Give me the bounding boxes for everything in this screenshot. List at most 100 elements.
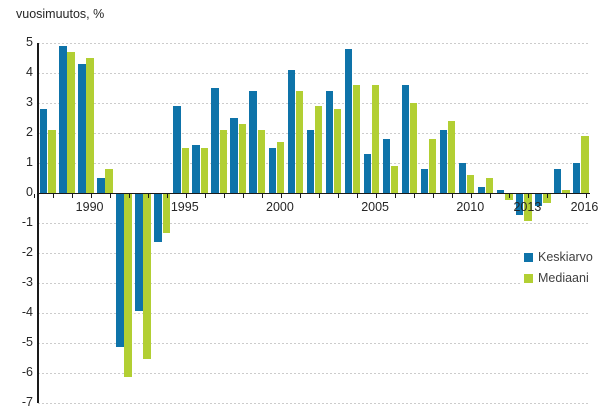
- x-axis-label-2010: 2010: [456, 200, 485, 214]
- bar-keskiarvo-1990: [78, 63, 86, 193]
- legend-item-mediaani: Mediaani: [520, 269, 597, 287]
- bar-mediaani-1994: [162, 194, 170, 233]
- x-axis-tick: [414, 194, 416, 198]
- bar-keskiarvo-2014: [534, 194, 543, 206]
- x-axis-tick: [528, 194, 530, 198]
- bar-mediaani-2006: [390, 165, 399, 193]
- x-axis-tick: [109, 194, 111, 198]
- x-axis-tick: [261, 194, 263, 198]
- bar-keskiarvo-1988: [40, 108, 48, 193]
- bar-mediaani-2000: [276, 141, 285, 193]
- x-axis-tick: [147, 194, 149, 198]
- bar-keskiarvo-1994: [154, 194, 162, 242]
- bar-mediaani-2008: [428, 138, 437, 193]
- bar-mediaani-1996: [200, 147, 208, 193]
- x-axis-tick: [471, 194, 473, 198]
- x-axis-label-2013: 2013: [513, 200, 542, 214]
- bar-mediaani-2016: [581, 135, 589, 193]
- bar-keskiarvo-2009: [439, 129, 448, 193]
- x-axis-tick: [299, 194, 301, 198]
- bar-mediaani-1992: [124, 194, 132, 377]
- bar-keskiarvo-1999: [249, 90, 257, 193]
- bar-mediaani-2007: [409, 102, 418, 193]
- gridline-y-4: [38, 312, 590, 314]
- bar-keskiarvo-1993: [135, 194, 143, 311]
- bar-mediaani-1991: [105, 168, 113, 193]
- bar-keskiarvo-2016: [573, 162, 581, 193]
- bar-keskiarvo-1989: [59, 45, 67, 193]
- bar-keskiarvo-2008: [420, 168, 429, 193]
- bar-keskiarvo-1995: [173, 105, 181, 193]
- y-axis-label: -4: [21, 304, 33, 319]
- x-axis-tick: [433, 194, 435, 198]
- y-axis-label: 5: [26, 34, 33, 49]
- bar-mediaani-2003: [333, 108, 342, 193]
- bar-keskiarvo-2015: [554, 168, 562, 193]
- y-axis-label: 1: [26, 154, 33, 169]
- x-axis-tick: [242, 194, 244, 198]
- y-axis-label: -5: [21, 334, 33, 349]
- bar-keskiarvo-2013: [515, 194, 524, 215]
- bar-keskiarvo-2003: [325, 90, 333, 193]
- bar-mediaani-2011: [486, 177, 494, 193]
- bar-mediaani-2001: [295, 90, 304, 193]
- bar-mediaani-1995: [181, 147, 189, 193]
- x-axis-tick: [566, 194, 568, 198]
- x-axis-tick: [395, 194, 397, 198]
- bar-keskiarvo-2010: [458, 162, 467, 193]
- x-axis-line: [37, 192, 590, 194]
- bar-keskiarvo-1991: [97, 177, 105, 193]
- bar-mediaani-2002: [314, 105, 323, 193]
- bar-mediaani-1999: [257, 129, 266, 193]
- bar-mediaani-2013: [524, 194, 532, 221]
- bar-mediaani-1988: [48, 129, 56, 193]
- x-axis-tick: [319, 194, 321, 198]
- chart-title: vuosimuutos, %: [16, 7, 105, 21]
- bar-mediaani-1989: [67, 51, 75, 193]
- bar-keskiarvo-2004: [344, 48, 353, 193]
- y-axis-line: [37, 43, 39, 403]
- x-axis-tick: [357, 194, 359, 198]
- x-axis-tick: [547, 194, 549, 198]
- gridline-y-7: [38, 402, 590, 404]
- bar-mediaani-1990: [86, 57, 94, 193]
- x-axis-tick: [128, 194, 130, 198]
- legend-swatch-mediaani: [524, 273, 533, 283]
- x-axis-label-1990: 1990: [75, 200, 104, 214]
- x-axis-tick: [223, 194, 225, 198]
- bar-keskiarvo-1996: [192, 144, 200, 193]
- x-axis-tick: [452, 194, 454, 198]
- bar-keskiarvo-1998: [230, 117, 238, 193]
- x-axis-label-2005: 2005: [361, 200, 389, 214]
- x-axis-label-2016: 2016: [570, 200, 599, 214]
- legend-label: Keskiarvo: [538, 250, 593, 264]
- bar-mediaani-2004: [352, 84, 361, 193]
- y-axis-label: 4: [26, 64, 33, 79]
- legend-label: Mediaani: [538, 271, 589, 285]
- gridline-y4: [38, 72, 590, 74]
- bar-keskiarvo-2006: [382, 138, 391, 193]
- bar-mediaani-2014: [543, 194, 551, 203]
- y-axis-label: -7: [21, 394, 33, 409]
- x-axis-tick: [585, 194, 587, 198]
- bar-keskiarvo-1997: [211, 87, 219, 193]
- legend-swatch-keskiarvo: [524, 252, 533, 262]
- y-axis-label: 3: [26, 94, 33, 109]
- bar-mediaani-2010: [467, 174, 475, 193]
- y-axis-label: -1: [21, 214, 33, 229]
- bar-mediaani-2005: [371, 84, 380, 193]
- y-axis-label: -6: [21, 364, 33, 379]
- x-axis-tick: [338, 194, 340, 198]
- bar-keskiarvo-2011: [477, 186, 486, 193]
- x-axis-tick: [376, 194, 378, 198]
- y-axis-label: 2: [26, 124, 33, 139]
- bar-keskiarvo-2000: [268, 147, 276, 193]
- y-axis-label: -2: [21, 244, 33, 259]
- y-axis-label: 0: [26, 184, 33, 199]
- x-axis-tick: [280, 194, 282, 198]
- gridline-y-2: [38, 252, 590, 254]
- x-axis-tick: [509, 194, 511, 198]
- x-axis-tick: [490, 194, 492, 198]
- bar-mediaani-2015: [562, 189, 570, 193]
